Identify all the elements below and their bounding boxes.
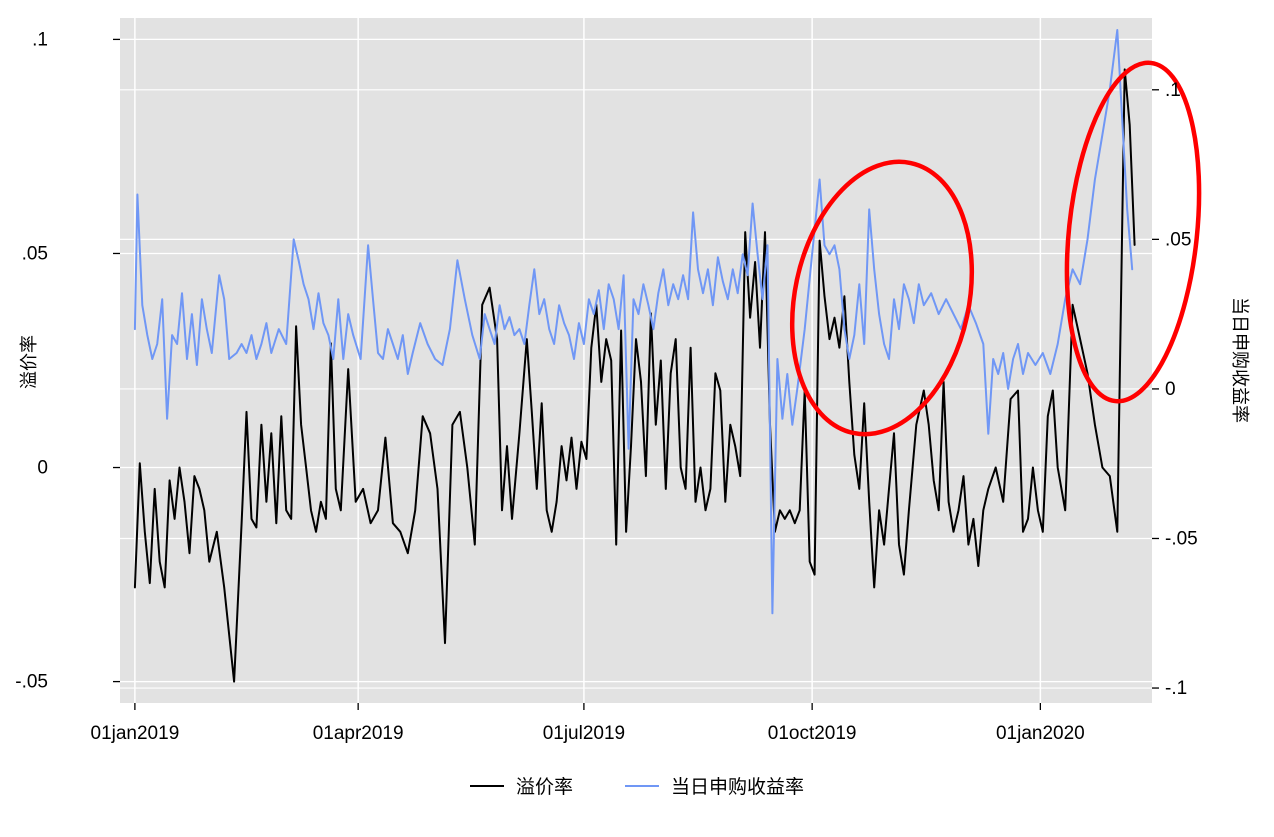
x-tick-label: 01apr2019: [313, 723, 404, 744]
y-axis-title-left: 溢价率: [19, 335, 39, 389]
legend-item-subscription-yield: 当日申购收益率: [625, 772, 804, 799]
annotation-ellipse-1: [789, 159, 975, 437]
left-tick-label: .1: [32, 29, 48, 50]
annotation-ellipse-2: [1064, 60, 1202, 404]
y-axis-title-right: 当日申购收益率: [1230, 297, 1250, 423]
right-tick-label: .05: [1165, 229, 1191, 250]
x-tick-label: 01jan2020: [996, 723, 1085, 744]
legend-item-premium-rate: 溢价率: [469, 772, 573, 799]
legend: 溢价率 当日申购收益率: [0, 772, 1274, 799]
series-line-subscription-yield: [133, 29, 1134, 615]
right-tick-label: .1: [1165, 80, 1181, 101]
legend-line-swatch-blue: [625, 784, 659, 787]
legend-label-premium-rate: 溢价率: [515, 777, 573, 798]
legend-line-swatch-black: [469, 784, 504, 787]
x-tick-label: 01jan2019: [91, 723, 180, 744]
x-tick-label: 01oct2019: [768, 723, 857, 744]
left-tick-label: 0: [37, 458, 48, 479]
legend-label-subscription-yield: 当日申购收益率: [671, 777, 805, 798]
right-tick-label: -.05: [1165, 528, 1198, 549]
left-tick-label: -.05: [15, 672, 48, 693]
right-tick-label: 0: [1165, 379, 1176, 400]
x-tick-label: 01jul2019: [543, 723, 625, 744]
right-tick-label: -.1: [1165, 678, 1187, 699]
left-tick-label: .05: [22, 243, 48, 264]
